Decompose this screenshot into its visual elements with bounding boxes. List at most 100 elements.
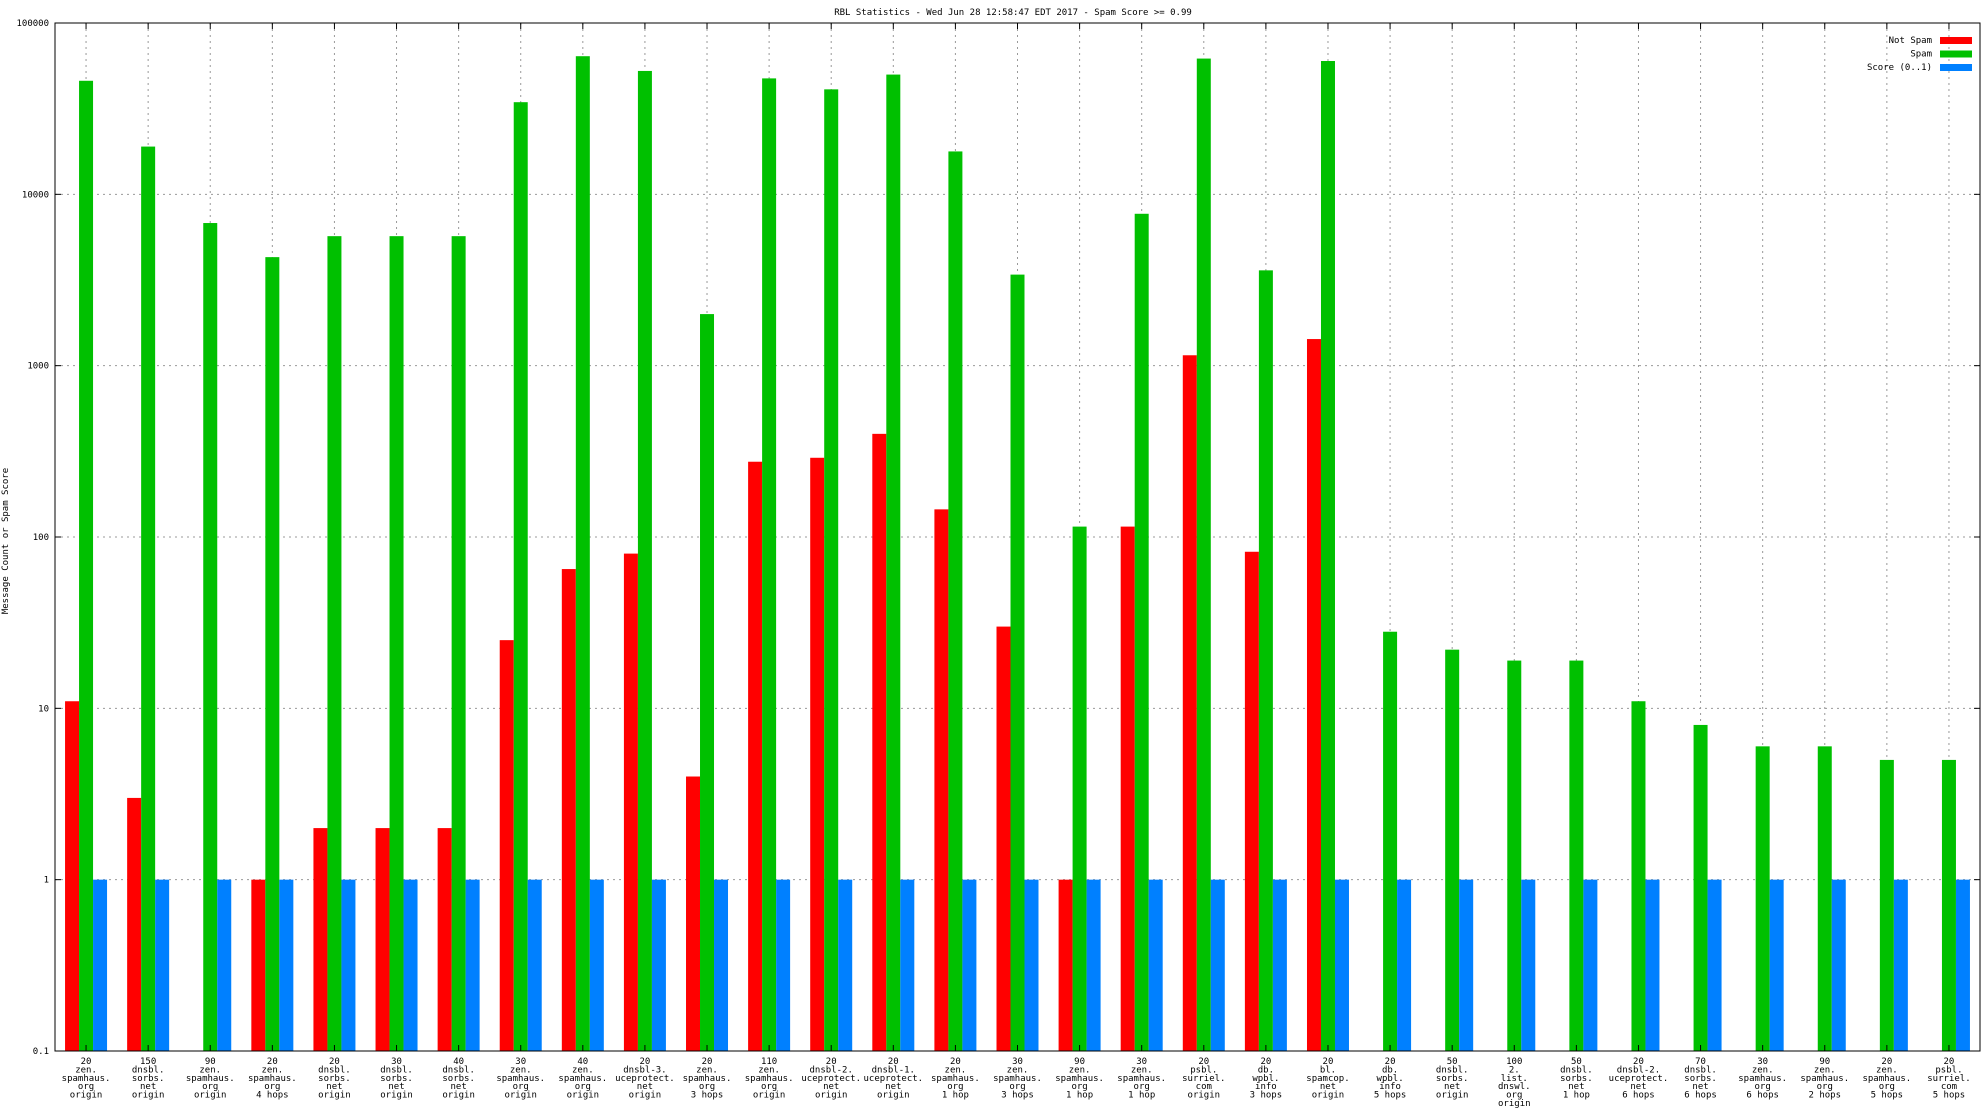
bar-spam: [1631, 701, 1646, 1051]
y-tick-label: 10: [38, 704, 49, 714]
bar-score-0-1: [279, 879, 294, 1051]
bar-spam: [451, 236, 466, 1052]
bar-score-0-1: [962, 879, 977, 1051]
x-tick-label: 20 zen. spamhaus. org 1 hop: [931, 1057, 980, 1101]
x-tick-label: 20 dnsbl. sorbs. net origin: [318, 1057, 351, 1101]
y-tick-label: 10000: [22, 190, 49, 200]
bar-not-spam: [872, 433, 887, 1051]
bar-spam: [762, 78, 777, 1051]
x-tick-label: 100 2. list. dnswl. org origin: [1498, 1057, 1531, 1109]
bar-spam: [389, 236, 404, 1052]
bar-not-spam: [375, 828, 390, 1051]
legend: Not Spam Spam Score (0..1): [1867, 36, 1972, 73]
bar-score-0-1: [1086, 879, 1101, 1051]
x-tick-label: 50 dnsbl. sorbs. net origin: [1436, 1057, 1469, 1101]
bar-score-0-1: [1397, 879, 1412, 1051]
bar-spam: [1010, 274, 1025, 1052]
x-tick-label: 20 dnsbl-1. uceprotect. net origin: [864, 1057, 924, 1101]
x-tick-label: 20 zen. spamhaus. org 3 hops: [683, 1057, 732, 1101]
bar-spam: [327, 236, 342, 1052]
bar-spam: [79, 80, 94, 1051]
bar-not-spam: [561, 569, 576, 1051]
bar-not-spam: [1058, 879, 1073, 1051]
bar-score-0-1: [465, 879, 480, 1051]
bar-score-0-1: [1645, 879, 1660, 1051]
bar-spam: [575, 56, 590, 1052]
bar-spam: [1817, 746, 1832, 1051]
x-tick-label: 90 zen. spamhaus. org 1 hop: [1055, 1057, 1104, 1101]
legend-label-score-0-1: Score (0..1): [1867, 63, 1932, 73]
bar-score-0-1: [1955, 879, 1970, 1051]
x-tick-label: 30 dnsbl. sorbs. net origin: [380, 1057, 413, 1101]
bar-not-spam: [934, 509, 949, 1051]
bar-not-spam: [748, 461, 763, 1051]
x-tick-label: 40 zen. spamhaus. org origin: [558, 1057, 607, 1101]
y-tick-label: 0.1: [33, 1047, 49, 1057]
bar-score-0-1: [1210, 879, 1225, 1051]
x-tick-label: 110 zen. spamhaus. org origin: [745, 1057, 794, 1101]
bar-not-spam: [1120, 526, 1135, 1051]
bar-spam: [1072, 526, 1087, 1051]
bar-spam: [1507, 660, 1522, 1051]
x-tick-label: 20 dnsbl-2. uceprotect. net 6 hops: [1609, 1057, 1669, 1101]
legend-swatch-not-spam: [1940, 37, 1972, 44]
bar-score-0-1: [217, 879, 232, 1051]
bar-score-0-1: [1459, 879, 1474, 1051]
bar-spam: [1445, 649, 1460, 1051]
legend-swatch-score-0-1: [1940, 64, 1972, 71]
x-tick-label: 30 zen. spamhaus. org 6 hops: [1738, 1057, 1787, 1101]
legend-label-spam: Spam: [1910, 50, 1932, 60]
bar-not-spam: [686, 776, 701, 1051]
x-tick-label: 40 dnsbl. sorbs. net origin: [442, 1057, 475, 1101]
bar-score-0-1: [341, 879, 356, 1051]
x-tick-labels: 20 zen. spamhaus. org origin 150 dnsbl. sorbs. n…: [62, 1057, 1971, 1109]
bar-score-0-1: [776, 879, 791, 1051]
y-tick-label: 1000: [27, 362, 49, 372]
bar-spam: [948, 151, 963, 1051]
bar-spam: [824, 89, 839, 1052]
legend-label-not-spam: Not Spam: [1889, 36, 1932, 46]
bar-score-0-1: [527, 879, 542, 1051]
bar-not-spam: [1306, 339, 1321, 1051]
bar-not-spam: [810, 457, 825, 1051]
bar-spam: [700, 314, 715, 1051]
x-tick-label: 20 db. wpbl. info 3 hops: [1250, 1057, 1283, 1101]
bar-spam: [203, 223, 218, 1051]
bar-spam: [513, 102, 528, 1051]
bar-not-spam: [251, 879, 266, 1051]
x-tick-label: 30 zen. spamhaus. org 3 hops: [993, 1057, 1042, 1101]
bar-spam: [1941, 759, 1956, 1051]
bar-score-0-1: [1893, 879, 1908, 1051]
bar-not-spam: [499, 640, 514, 1051]
bar-spam: [1258, 270, 1273, 1051]
bar-score-0-1: [155, 879, 170, 1051]
bar-score-0-1: [1024, 879, 1039, 1051]
chart-title: RBL Statistics - Wed Jun 28 12:58:47 EDT…: [834, 8, 1192, 18]
legend-swatch-spam: [1940, 50, 1972, 58]
x-tick-label: 30 zen. spamhaus. org origin: [496, 1057, 545, 1101]
x-tick-label: 90 zen. spamhaus. org 2 hops: [1800, 1057, 1849, 1101]
x-tick-label: 90 zen. spamhaus. org origin: [186, 1057, 235, 1101]
x-tick-label: 20 zen. spamhaus. org 5 hops: [1862, 1057, 1911, 1101]
bar-not-spam: [1244, 551, 1259, 1051]
x-tick-label: 20 db. wpbl. info 5 hops: [1374, 1057, 1407, 1101]
bar-spam: [1196, 58, 1211, 1051]
bar-score-0-1: [1831, 879, 1846, 1051]
bar-score-0-1: [714, 879, 729, 1051]
x-tick-label: 30 zen. spamhaus. org 1 hop: [1117, 1057, 1166, 1101]
x-tick-label: 50 dnsbl. sorbs. net 1 hop: [1560, 1057, 1593, 1101]
bar-spam: [141, 146, 156, 1051]
bar-spam: [1383, 631, 1398, 1051]
bar-score-0-1: [93, 879, 108, 1051]
bar-spam: [1134, 213, 1149, 1051]
bar-spam: [1320, 61, 1335, 1052]
bar-spam: [886, 74, 901, 1051]
bar-score-0-1: [1148, 879, 1163, 1051]
bar-score-0-1: [1272, 879, 1287, 1051]
x-tick-label: 150 dnsbl. sorbs. net origin: [132, 1057, 165, 1101]
x-tick-label: 70 dnsbl. sorbs. net 6 hops: [1684, 1057, 1717, 1101]
bar-score-0-1: [900, 879, 915, 1051]
bar-score-0-1: [1521, 879, 1536, 1051]
bar-score-0-1: [838, 879, 853, 1051]
